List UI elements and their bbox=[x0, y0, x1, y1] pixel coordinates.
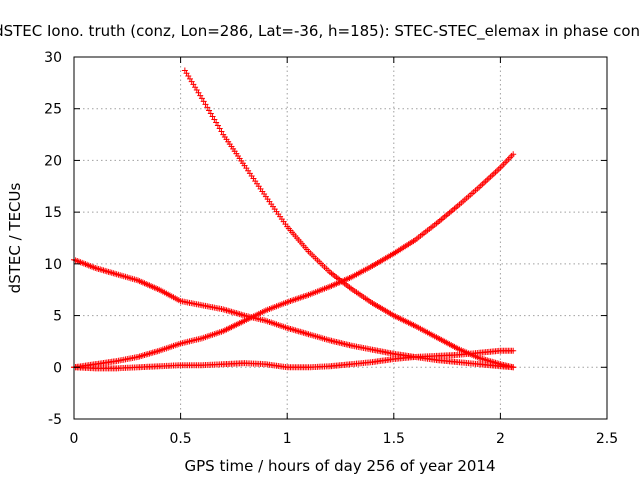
series-1 bbox=[181, 67, 517, 371]
x-tick-label: 0 bbox=[70, 431, 79, 447]
data-point bbox=[204, 104, 211, 111]
data-points bbox=[71, 67, 517, 372]
series-4 bbox=[71, 347, 517, 372]
data-point bbox=[510, 151, 517, 158]
data-point bbox=[216, 125, 223, 132]
chart-title: dSTEC Iono. truth (conz, Lon=286, Lat=-3… bbox=[0, 22, 640, 41]
data-point bbox=[510, 364, 517, 371]
x-tick-label: 0.5 bbox=[169, 431, 191, 447]
data-point bbox=[218, 128, 225, 135]
x-tick-label: 1.5 bbox=[383, 431, 405, 447]
plot-frame bbox=[73, 56, 608, 420]
x-axis-label: GPS time / hours of day 256 of year 2014 bbox=[185, 457, 496, 475]
y-tick-label: 15 bbox=[44, 205, 62, 221]
data-point bbox=[200, 98, 207, 105]
data-point bbox=[213, 119, 220, 126]
data-point bbox=[198, 95, 205, 102]
y-axis-label: dSTEC / TECUs bbox=[6, 182, 24, 293]
data-point bbox=[211, 116, 218, 123]
y-tick-label: 0 bbox=[53, 360, 62, 376]
data-point bbox=[510, 347, 517, 354]
data-point bbox=[214, 122, 221, 129]
y-tick-label: 25 bbox=[44, 102, 62, 118]
y-tick-label: 20 bbox=[44, 153, 62, 169]
y-tick-label: -5 bbox=[48, 412, 62, 428]
axis-ticks: 0 0.5 1 1.5 2 2.5 -5 0 5 10 15 20 25 30 bbox=[44, 50, 618, 447]
series-3 bbox=[71, 256, 517, 371]
y-tick-label: 10 bbox=[44, 257, 62, 273]
data-point bbox=[206, 107, 213, 114]
y-tick-label: 30 bbox=[44, 50, 62, 66]
grid bbox=[74, 57, 607, 419]
data-point bbox=[209, 113, 216, 120]
y-tick-label: 5 bbox=[53, 309, 62, 325]
x-tick-label: 2 bbox=[496, 431, 505, 447]
data-point bbox=[202, 101, 209, 108]
x-tick-label: 2.5 bbox=[596, 431, 618, 447]
data-point bbox=[207, 110, 214, 117]
x-tick-label: 1 bbox=[283, 431, 292, 447]
series-2 bbox=[71, 151, 517, 371]
